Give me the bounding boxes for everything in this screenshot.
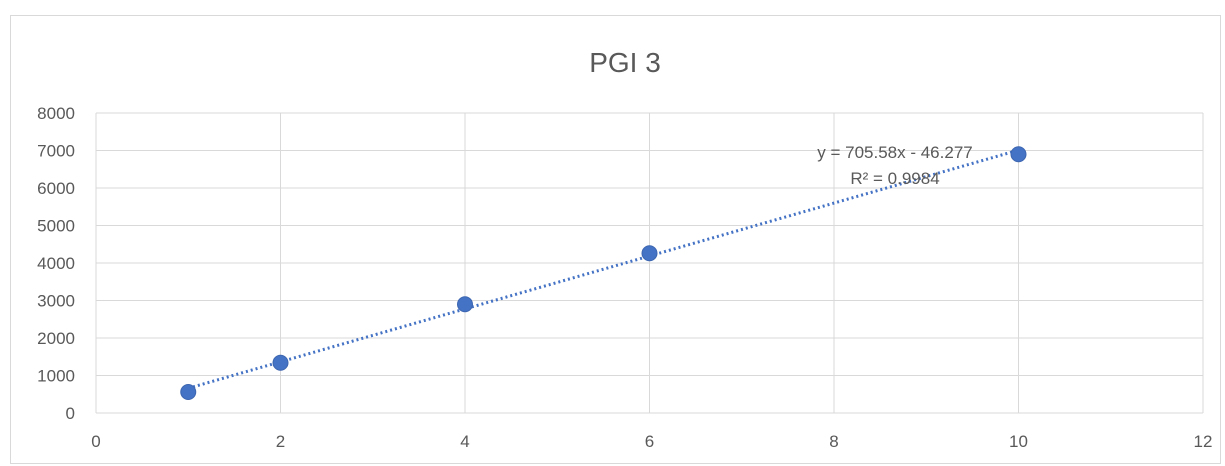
- x-tick-label: 2: [276, 432, 285, 451]
- trendline-equation: y = 705.58x - 46.277: [817, 143, 972, 162]
- trendline: [187, 148, 1019, 390]
- x-tick-label: 0: [91, 432, 100, 451]
- r-squared-label: R² = 0.9984: [850, 169, 939, 188]
- x-tick-label: 10: [1009, 432, 1028, 451]
- y-tick-label: 7000: [37, 142, 75, 161]
- data-point: [272, 354, 289, 371]
- y-tick-label: 8000: [37, 104, 75, 123]
- data-points: [180, 146, 1027, 400]
- tick-labels: 0 1000 2000 3000 4000 5000 6000 7000 8000 0 2 4 6 8 10…: [37, 104, 1212, 451]
- data-point: [457, 296, 473, 313]
- x-tick-label: 12: [1194, 432, 1213, 451]
- y-tick-label: 3000: [37, 292, 75, 311]
- y-tick-label: 1000: [37, 367, 75, 386]
- chart-frame: [10, 15, 1221, 464]
- trendline-layer: [187, 148, 1019, 390]
- y-tick-label: 5000: [37, 217, 75, 236]
- y-tick-label: 0: [66, 404, 75, 423]
- y-tick-label: 2000: [37, 329, 75, 348]
- x-tick-label: 6: [645, 432, 654, 451]
- x-tick-label: 4: [460, 432, 469, 451]
- data-point: [641, 245, 658, 262]
- data-point: [180, 384, 197, 400]
- chart-title: PGI 3: [589, 47, 661, 78]
- y-tick-label: 6000: [37, 179, 75, 198]
- y-tick-label: 4000: [37, 254, 75, 273]
- x-tick-label: 8: [829, 432, 838, 451]
- data-point: [1010, 146, 1027, 163]
- gridlines: [95, 112, 1204, 414]
